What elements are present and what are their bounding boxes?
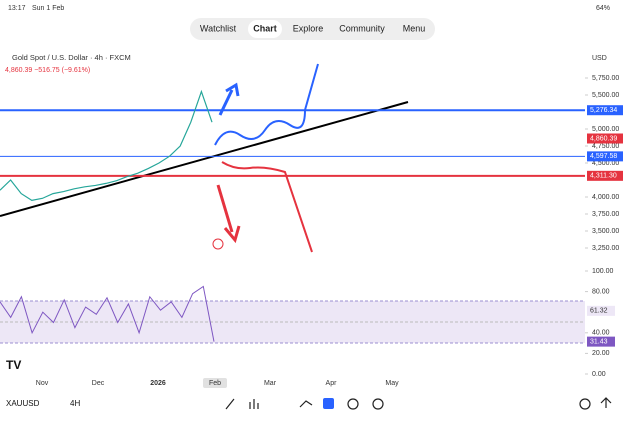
price-tick-label: 4,000.00 bbox=[592, 194, 619, 201]
level-box bbox=[587, 170, 623, 181]
rsi-box bbox=[587, 305, 615, 316]
price-tick-label: 4,500.00 bbox=[592, 160, 619, 167]
time-label: Apr bbox=[326, 380, 338, 387]
toolbar-icons[interactable] bbox=[225, 397, 612, 410]
down-arrow bbox=[216, 184, 241, 244]
price-tick-label: 5,000.00 bbox=[592, 126, 619, 133]
level-box bbox=[587, 151, 623, 162]
time-label: Nov bbox=[36, 380, 49, 387]
current-time-box bbox=[203, 378, 227, 388]
rsi-tick-label: 40.00 bbox=[592, 330, 610, 337]
logo: TV bbox=[6, 358, 21, 372]
tab[interactable]: Menu bbox=[403, 23, 426, 33]
time-label: Feb bbox=[209, 380, 221, 387]
event-icon bbox=[212, 238, 224, 250]
price-tick-label: 3,750.00 bbox=[592, 211, 619, 218]
currency: USD bbox=[592, 55, 607, 62]
time-label: May bbox=[385, 380, 399, 387]
level-box bbox=[587, 105, 623, 116]
rsi-box bbox=[587, 336, 615, 347]
price-tick-label: 5,500.00 bbox=[592, 92, 619, 99]
tab[interactable]: Chart bbox=[253, 23, 277, 33]
time-label: 2026 bbox=[150, 380, 166, 387]
time-label: Dec bbox=[92, 380, 105, 387]
battery: 64% bbox=[596, 5, 610, 12]
trendline bbox=[0, 101, 409, 217]
rsi-tick-label: 80.00 bbox=[592, 288, 610, 295]
price-tick-label: 5,750.00 bbox=[592, 75, 619, 82]
symbol-title: Gold Spot / U.S. Dollar · 4h · FXCM bbox=[12, 53, 131, 62]
tab[interactable]: Community bbox=[339, 23, 385, 33]
level-label: 4,597.58 bbox=[590, 153, 617, 160]
toolbar-interval[interactable]: 4H bbox=[70, 399, 80, 408]
rsi-level-label: 61.32 bbox=[590, 308, 608, 315]
tab[interactable]: Explore bbox=[293, 23, 324, 33]
price-tick-label: 3,500.00 bbox=[592, 228, 619, 235]
price-tick-label: 4,750.00 bbox=[592, 143, 619, 150]
toolbar-symbol[interactable]: XAUUSD bbox=[6, 399, 40, 408]
level-box bbox=[587, 133, 623, 144]
status-date: Sun 1 Feb bbox=[32, 5, 64, 12]
rsi-level-label: 31.43 bbox=[590, 338, 608, 345]
level-label: 4,860.39 bbox=[590, 135, 617, 142]
tab[interactable]: Watchlist bbox=[200, 23, 237, 33]
rsi-tick-label: 100.00 bbox=[592, 268, 614, 275]
status-time: 13:17 bbox=[8, 5, 26, 12]
quote: 4,860.39 −516.75 (−9.61%) bbox=[5, 67, 90, 74]
rsi-tick-label: 20.00 bbox=[592, 350, 610, 357]
rsi-line bbox=[0, 285, 215, 342]
price-line bbox=[0, 89, 213, 202]
bear-path bbox=[221, 161, 313, 253]
time-label: Mar bbox=[264, 380, 277, 387]
level-label: 5,276.34 bbox=[590, 107, 617, 114]
price-tick-label: 3,250.00 bbox=[592, 245, 619, 252]
rsi-tick-label: 0.00 bbox=[592, 371, 606, 378]
level-label: 4,311.30 bbox=[590, 173, 617, 180]
bull-path bbox=[214, 63, 319, 146]
tab-active bbox=[248, 20, 282, 38]
